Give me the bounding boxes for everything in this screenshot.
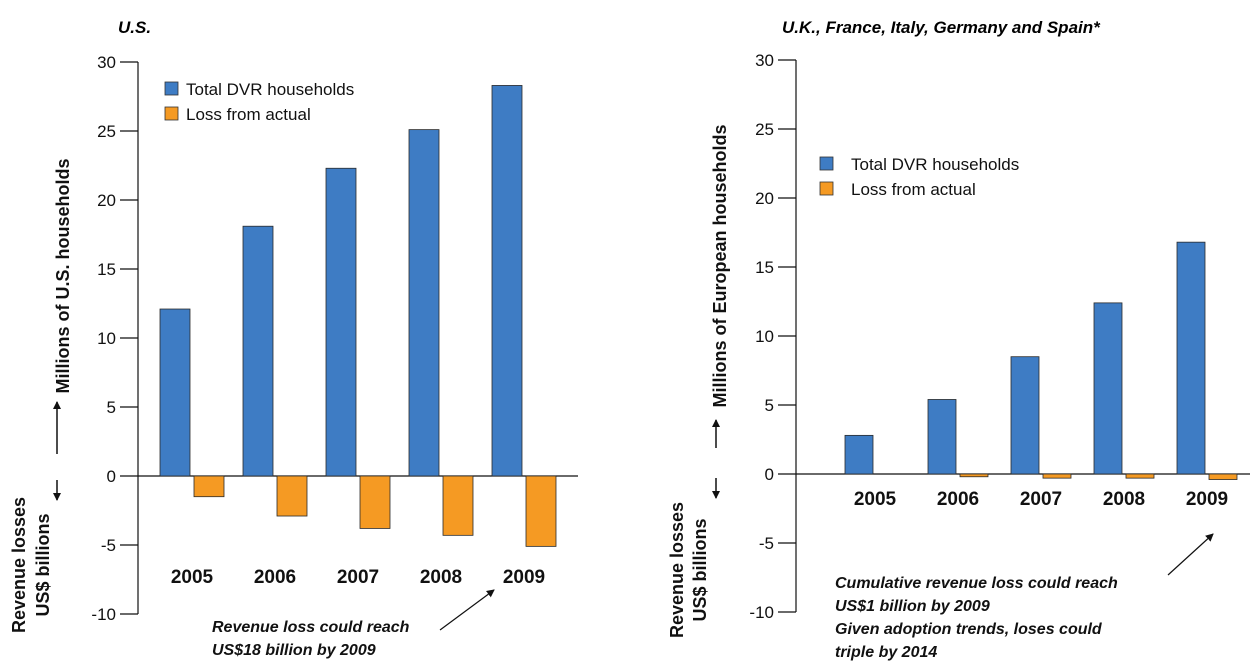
bar-loss-2009 — [1208, 473, 1238, 480]
bar-loss-2006 — [276, 475, 308, 517]
bar-loss-2007 — [1042, 473, 1072, 479]
bar-total-2006 — [242, 225, 274, 477]
annotation-arrow-icon — [1167, 533, 1214, 576]
y-axis-label: Millions of European households Revenue … — [667, 124, 730, 638]
y-tick-label: 20 — [97, 191, 116, 210]
y-tick-label: 0 — [765, 465, 774, 484]
y-tick-label: 5 — [765, 396, 774, 415]
legend-swatch-loss — [819, 181, 834, 196]
bar-total-2009 — [1176, 241, 1206, 475]
x-tick-label: 2005 — [854, 489, 897, 510]
europe-chart: U.K., France, Italy, Germany and Spain* … — [667, 18, 1250, 661]
bar-total-2008 — [1093, 302, 1123, 475]
annotation-line-1: Revenue loss could reach — [212, 619, 410, 636]
legend-label-loss: Loss from actual — [186, 105, 311, 124]
bar-total-2006 — [927, 399, 957, 475]
bar-loss-2008 — [442, 475, 474, 536]
y-tick-label: 30 — [97, 53, 116, 72]
x-tick-label: 2009 — [503, 567, 545, 588]
bar-total-2007 — [325, 167, 357, 477]
us-chart: U.S. -10 -5 0 5 10 15 20 25 30 2005 2006 2007 2008 2… — [9, 18, 578, 659]
annotation-line-2: US$18 billion by 2009 — [212, 642, 376, 659]
y-tick-label: -10 — [749, 603, 774, 622]
x-tick-label: 2006 — [254, 567, 296, 588]
x-tick-label: 2006 — [937, 489, 979, 510]
legend: Total DVR households Loss from actual — [164, 80, 354, 124]
x-tick-label: 2009 — [1186, 489, 1228, 510]
bar-loss-2006 — [959, 473, 989, 478]
y-tick-label: 25 — [97, 122, 116, 141]
chart-title: U.K., France, Italy, Germany and Spain* — [782, 18, 1101, 37]
y-axis-secondary-2: US$ billions — [690, 518, 710, 621]
x-tick-label: 2007 — [337, 567, 379, 588]
legend-label-total: Total DVR households — [851, 155, 1019, 174]
legend-swatch-total — [164, 81, 179, 96]
x-tick-label: 2005 — [171, 567, 214, 588]
y-tick-label: 30 — [755, 51, 774, 70]
annotation-arrow-icon — [439, 589, 495, 631]
bar-loss-2007 — [359, 475, 391, 529]
y-tick-label: 20 — [755, 189, 774, 208]
legend-label-total: Total DVR households — [186, 80, 354, 99]
y-axis-secondary-1: Revenue losses — [9, 497, 29, 633]
chart-title: U.S. — [118, 18, 151, 37]
annotation-line-4: triple by 2014 — [835, 644, 937, 661]
y-tick-label: 15 — [97, 260, 116, 279]
x-tick-label: 2008 — [420, 567, 462, 588]
x-tick-label: 2008 — [1103, 489, 1145, 510]
annotation-line-1: Cumulative revenue loss could reach — [835, 575, 1118, 592]
bar-total-2005 — [159, 308, 191, 477]
y-tick-label: -5 — [759, 534, 774, 553]
annotation-line-3: Given adoption trends, loses could — [835, 621, 1103, 638]
legend-swatch-loss — [164, 106, 179, 121]
bar-loss-2009 — [525, 475, 557, 547]
y-tick-label: 10 — [755, 327, 774, 346]
y-axis-secondary-2: US$ billions — [33, 513, 53, 616]
annotation-line-2: US$1 billion by 2009 — [835, 598, 990, 615]
y-tick-label: 10 — [97, 329, 116, 348]
annotation: Revenue loss could reach US$18 billion b… — [212, 589, 495, 659]
x-tick-label: 2007 — [1020, 489, 1062, 510]
y-tick-label: 25 — [755, 120, 774, 139]
bar-total-2008 — [408, 129, 440, 477]
legend-swatch-total — [819, 156, 834, 171]
y-tick-label: 15 — [755, 258, 774, 277]
y-tick-label: -5 — [101, 536, 116, 555]
y-axis-title: Millions of European households — [710, 124, 730, 407]
legend-label-loss: Loss from actual — [851, 180, 976, 199]
y-tick-label: 5 — [107, 398, 116, 417]
legend: Total DVR households Loss from actual — [819, 155, 1019, 199]
y-tick-label: 0 — [107, 467, 116, 486]
bar-total-2005 — [844, 434, 874, 475]
y-tick-label: -10 — [91, 605, 116, 624]
bar-total-2007 — [1010, 356, 1040, 475]
bar-loss-2005 — [193, 475, 225, 498]
y-axis-secondary-1: Revenue losses — [667, 502, 687, 638]
annotation: Cumulative revenue loss could reach US$1… — [835, 533, 1214, 661]
y-axis-label: Millions of U.S. households Revenue loss… — [9, 158, 73, 633]
bar-loss-2008 — [1125, 473, 1155, 479]
y-axis-title: Millions of U.S. households — [53, 158, 73, 393]
bar-total-2009 — [491, 85, 523, 477]
